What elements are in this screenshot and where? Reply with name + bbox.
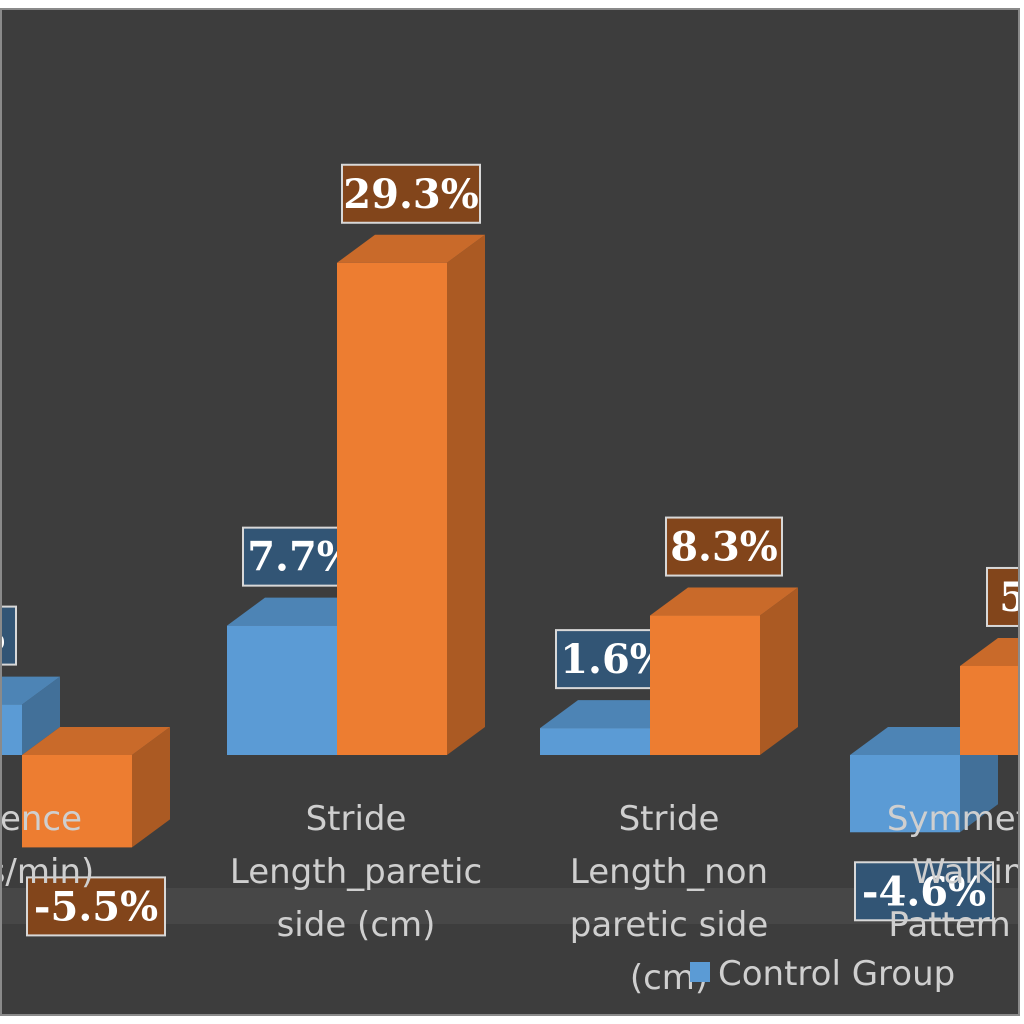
bar-front	[227, 625, 337, 755]
category-label-line: Symmetric	[887, 799, 1020, 839]
bar-front	[2, 704, 22, 755]
data-label-box	[986, 566, 1018, 627]
bar-intervention-1	[337, 234, 485, 755]
data-label-box	[854, 861, 994, 922]
data-label-text: 29.3%	[343, 171, 478, 218]
data-label-box	[2, 605, 17, 666]
data-label-text: %	[2, 613, 5, 660]
bar-front	[650, 615, 760, 755]
data-label-text: -5.5%	[34, 883, 158, 930]
bar-top	[960, 637, 1018, 666]
bar-control-0	[2, 676, 60, 755]
chart-area: % -5.5% ence s/min) 7.7% 29.3% Stride Length_pa…	[0, 8, 1020, 1016]
data-label-intervention-3: 5.3	[986, 566, 1020, 627]
category-label-line: ence	[2, 799, 82, 839]
data-label-text: 5.3	[999, 574, 1020, 621]
floor-band	[2, 888, 1018, 924]
data-label-intervention-2: 8.3%	[665, 516, 783, 577]
bar-side	[22, 676, 60, 755]
category-label-line: Pattern (ra	[888, 905, 1020, 945]
category-label-line: Stride	[306, 799, 407, 839]
category-label-line: Walking	[912, 852, 1020, 892]
data-label-text: -4.6%	[862, 868, 986, 915]
data-label-text: 8.3%	[670, 524, 778, 571]
bar-top	[337, 234, 485, 263]
bar-chart: % -5.5% ence s/min) 7.7% 29.3% Stride Length_pa…	[2, 163, 1020, 998]
category-label-line: side (cm)	[277, 905, 436, 945]
legend-label-control: Control Group	[718, 954, 955, 994]
data-label-control-0: %	[2, 605, 17, 666]
category-label-line: paretic side	[570, 905, 769, 945]
category-label-line: Length_non	[570, 852, 768, 892]
data-label-box	[341, 163, 481, 224]
bar-intervention-2	[650, 587, 798, 755]
bar-top	[650, 587, 798, 616]
data-label-control-3: -4.6%	[854, 861, 994, 922]
bar-side	[760, 587, 798, 755]
bar-side	[447, 234, 485, 755]
bar-front	[850, 755, 960, 833]
bar-top	[22, 727, 170, 755]
category-label-line: Stride	[619, 799, 720, 839]
category-label-line: Length_paretic	[230, 852, 482, 892]
bar-top	[2, 676, 60, 705]
category-label-line: s/min)	[2, 852, 94, 892]
bar-side	[132, 727, 170, 848]
bar-front	[337, 262, 447, 755]
data-label-box	[26, 876, 166, 937]
data-label-intervention-0: -5.5%	[26, 876, 166, 937]
data-label-box	[665, 516, 783, 577]
bar-front	[540, 728, 650, 755]
bar-front	[22, 755, 132, 848]
data-label-text: 1.6%	[560, 636, 668, 683]
data-label-text: 7.7%	[247, 534, 355, 581]
legend-swatch-control	[690, 962, 710, 982]
bar-front	[960, 665, 1018, 755]
bar-intervention-0	[22, 727, 170, 848]
data-label-intervention-1: 29.3%	[341, 163, 481, 224]
legend: Control Group	[690, 954, 955, 994]
bar-intervention-3	[960, 637, 1018, 755]
